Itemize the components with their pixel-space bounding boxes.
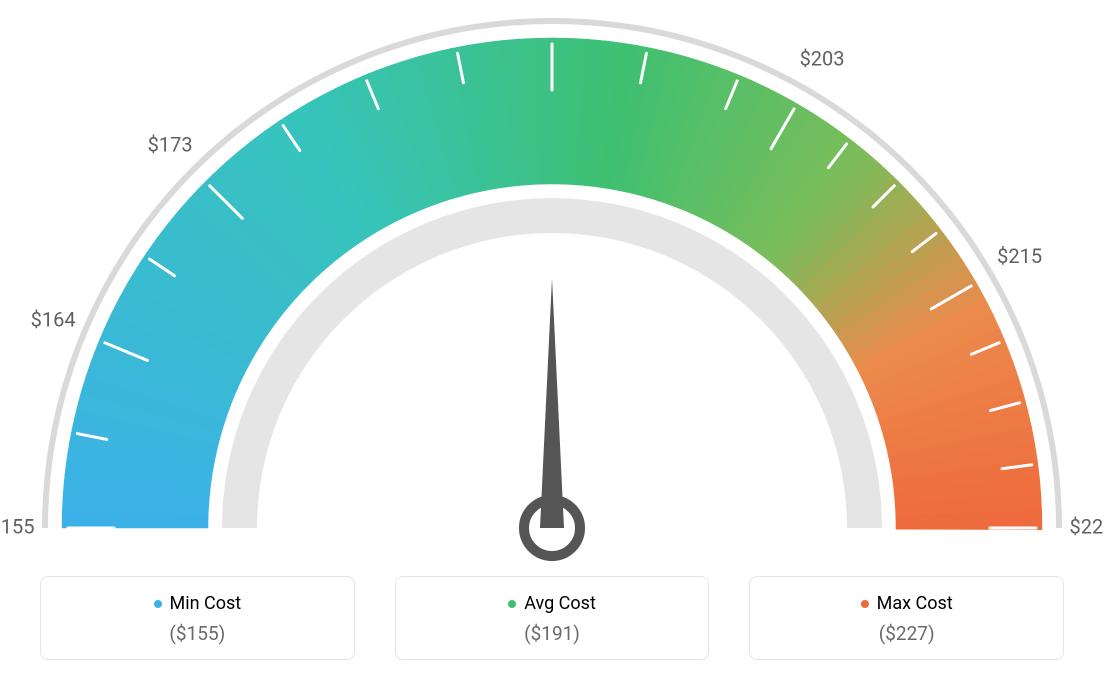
svg-text:$164: $164 <box>31 308 76 332</box>
min-cost-card: Min Cost ($155) <box>40 576 355 661</box>
avg-cost-title: Avg Cost <box>508 593 596 614</box>
legend-row: Min Cost ($155) Avg Cost ($191) Max Cost… <box>0 576 1104 661</box>
svg-text:$203: $203 <box>800 47 845 71</box>
svg-text:$215: $215 <box>997 244 1042 268</box>
svg-text:$173: $173 <box>148 132 193 156</box>
max-dot-icon <box>861 600 869 608</box>
max-cost-card: Max Cost ($227) <box>749 576 1064 661</box>
max-cost-title: Max Cost <box>861 593 953 614</box>
max-cost-value: ($227) <box>760 622 1053 645</box>
svg-text:$155: $155 <box>0 514 34 538</box>
min-cost-label: Min Cost <box>170 593 242 614</box>
min-cost-value: ($155) <box>51 622 344 645</box>
svg-text:$227: $227 <box>1070 514 1104 538</box>
avg-cost-value: ($191) <box>406 622 699 645</box>
avg-dot-icon <box>508 600 516 608</box>
cost-gauge: $155$164$173$191$203$215$227 <box>0 8 1104 568</box>
avg-cost-label: Avg Cost <box>524 593 596 614</box>
min-cost-title: Min Cost <box>154 593 242 614</box>
avg-cost-card: Avg Cost ($191) <box>395 576 710 661</box>
max-cost-label: Max Cost <box>877 593 953 614</box>
min-dot-icon <box>154 600 162 608</box>
gauge-svg: $155$164$173$191$203$215$227 <box>0 8 1104 568</box>
